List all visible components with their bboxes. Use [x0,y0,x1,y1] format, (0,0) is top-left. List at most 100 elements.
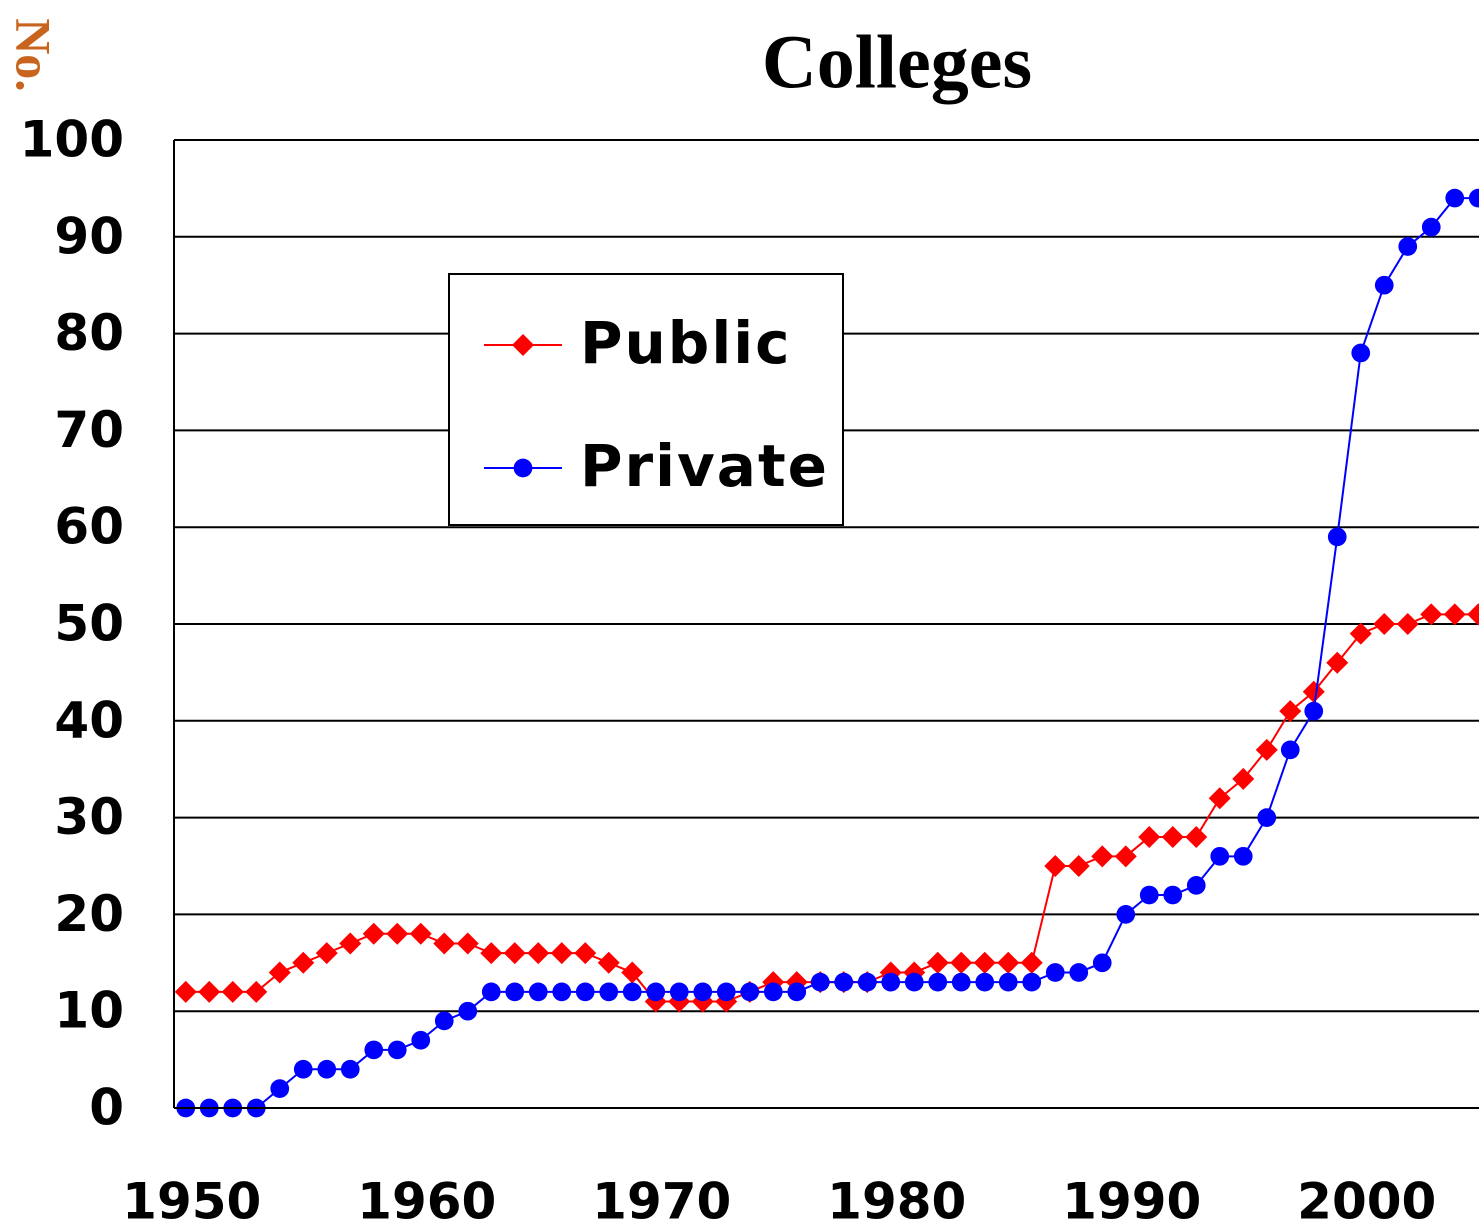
point [362,922,385,945]
y-tick-label: 30 [54,788,124,846]
point [740,982,760,1002]
point [198,980,221,1003]
point [1020,951,1043,974]
y-tick-label: 80 [54,304,124,362]
point [315,942,338,965]
point [1092,953,1112,973]
point [975,972,995,992]
point [456,932,479,955]
point [599,982,619,1002]
point [646,982,666,1002]
point [1349,622,1372,645]
point [433,932,456,955]
point [1280,740,1300,760]
point [364,1040,384,1060]
point [1139,885,1159,905]
point [513,458,533,478]
point [1443,603,1466,626]
point [716,982,736,1002]
point [434,1011,454,1031]
point [386,922,409,945]
point [1255,738,1278,761]
point [317,1059,337,1079]
point [1326,651,1349,674]
point [998,972,1018,992]
point [1327,527,1347,547]
point [339,932,362,955]
x-tick-label: 1990 [1062,1173,1201,1231]
point [409,922,432,945]
point [1091,845,1114,868]
point [221,980,244,1003]
legend-label: Public [580,309,791,377]
point [1421,217,1441,237]
point [268,961,291,984]
point [1069,963,1089,982]
point [951,972,971,992]
point [270,1079,290,1098]
point [480,942,503,965]
x-tick-label: 1970 [592,1173,731,1231]
point [950,951,973,974]
point [928,972,948,992]
legend-label: Private [580,432,829,500]
point [575,982,595,1002]
point [552,982,572,1002]
legend: Public Private [448,273,844,526]
point [1022,972,1042,992]
x-tick-label: 1960 [357,1173,496,1231]
point [881,972,901,992]
y-axis-label: No. [6,18,62,92]
point [1257,808,1277,827]
point [669,982,689,1002]
y-tick-label: 90 [54,207,124,265]
y-tick-label: 60 [54,498,124,556]
point [693,982,713,1002]
point [973,951,996,974]
point [481,982,501,1002]
point [574,942,597,965]
y-tick-label: 100 [20,111,124,169]
x-tick-label: 1950 [122,1173,261,1231]
x-tick-label: 1980 [827,1173,966,1231]
point [1468,188,1479,208]
point [787,982,807,1002]
point [174,980,197,1003]
point [503,942,526,965]
point [1398,237,1418,256]
y-tick-label: 40 [54,691,124,749]
point [597,951,620,974]
point [1138,825,1161,848]
point [292,951,315,974]
point [810,972,830,992]
point [1279,700,1302,723]
point [458,1001,478,1021]
y-tick-label: 10 [54,982,124,1040]
point [527,942,550,965]
point [1067,855,1090,877]
point [505,982,525,1002]
y-tick-label: 50 [54,595,124,653]
point [411,1030,431,1050]
point [857,972,877,992]
point [834,972,854,992]
point [904,972,924,992]
point [340,1059,360,1079]
point [1186,876,1206,895]
point [1420,603,1443,626]
point [1208,787,1231,810]
x-tick-label: 2000 [1297,1173,1436,1231]
y-tick-label: 20 [54,885,124,943]
point [1044,855,1067,877]
point [621,961,644,984]
point [1351,343,1371,363]
point [1302,680,1325,703]
point [1116,905,1136,924]
point [1374,275,1394,295]
point [1445,188,1465,208]
point [1467,603,1479,626]
point [1396,613,1419,635]
point [763,982,783,1002]
point [997,951,1020,974]
